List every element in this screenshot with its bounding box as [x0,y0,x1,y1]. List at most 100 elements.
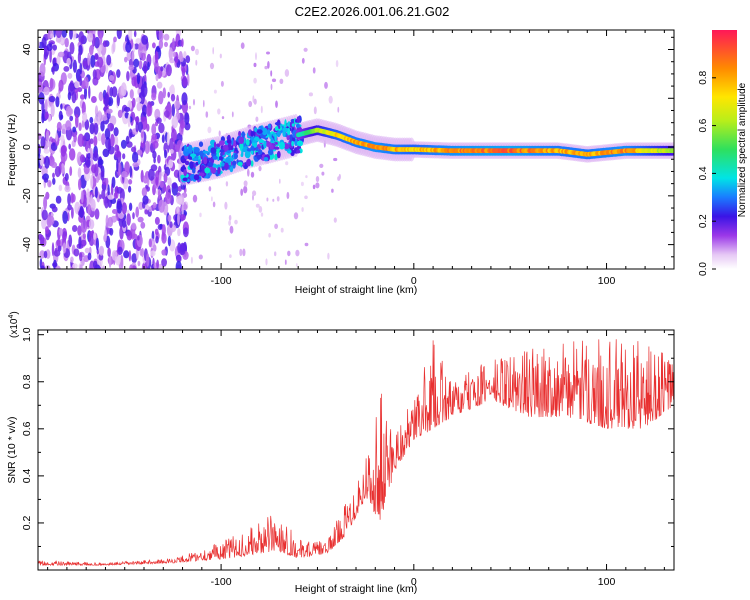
trace-blob [184,160,190,166]
trace-blob [238,130,242,138]
noise-blob [195,48,199,56]
noise-blob [104,228,107,242]
y-tick-label: 0.2 [21,515,33,530]
noise-blob [46,43,53,52]
noise-blob [286,191,290,200]
noise-blob [266,51,270,55]
noise-blob [94,208,100,220]
trace-blob [273,146,280,150]
noise-blob [106,108,113,114]
noise-blob [151,123,157,136]
noise-blob [60,145,67,157]
noise-blob [152,150,157,159]
snr-y-label: SNR (10 * v/v) [6,416,18,483]
noise-blob [132,212,135,220]
noise-blob [144,64,147,75]
trace-blob [267,149,274,156]
noise-blob [67,91,72,101]
spectrogram-marks [38,30,674,269]
noise-blob [324,81,328,89]
noise-blob [315,176,320,183]
noise-blob [79,75,82,87]
noise-blob [121,202,127,215]
colorbar-tick-label: 0.6 [698,118,709,132]
trace-blob [212,155,218,160]
noise-blob [300,181,304,187]
noise-blob [252,194,254,201]
y-tick-label: 1.0 [21,327,33,342]
noise-blob [224,201,228,210]
noise-blob [77,51,81,64]
noise-blob [135,206,139,218]
noise-blob [312,67,316,74]
noise-blob [152,140,159,149]
noise-blob [101,114,108,121]
noise-blob [335,60,339,68]
colorbar-gradient [712,30,737,269]
noise-blob [295,263,298,267]
noise-blob [116,30,122,40]
trace-blob [199,150,204,157]
noise-blob [78,236,82,249]
noise-blob [188,105,192,110]
noise-blob [67,72,73,79]
noise-blob [52,172,55,178]
noise-blob [131,146,136,153]
noise-blob [148,168,155,181]
noise-blob [274,223,278,229]
trace-blob [241,150,244,157]
noise-blob [240,188,244,196]
noise-blob [62,242,67,254]
noise-blob [168,47,173,61]
snr-axes: -100 0 100 0.2 0.4 0.6 0.8 1.0 [21,327,674,588]
noise-blob [73,248,80,257]
noise-blob [160,66,164,72]
noise-blob [109,227,114,236]
noise-blob [89,230,95,237]
trace-blob [207,162,213,168]
noise-blob [158,30,164,43]
trace-blob [279,141,285,150]
trace-blob [232,160,237,166]
noise-blob [190,45,195,52]
noise-blob [131,76,137,87]
noise-blob [218,130,221,137]
noise-blob [52,65,55,75]
snr-multiplier-exp: 4 [8,315,15,319]
noise-blob [275,100,278,108]
noise-blob [212,201,216,208]
noise-blob [152,244,157,252]
noise-blob [87,32,94,43]
noise-blob [155,235,159,244]
noise-blob [192,194,198,203]
trace-blob [210,147,217,154]
y-tick-label: -20 [21,188,33,203]
noise-blob [69,166,73,177]
trace-blob [238,136,245,144]
noise-blob [87,52,90,66]
trace-blob [218,156,223,161]
noise-blob [110,133,115,147]
noise-blob [148,206,152,213]
noise-blob [258,206,263,213]
noise-blob [70,256,74,263]
noise-blob [49,77,54,89]
x-tick-label: 100 [598,576,616,588]
noise-blob [38,144,41,151]
noise-blob [308,92,313,97]
trace-blob [245,139,250,146]
noise-blob [72,126,77,133]
noise-blob [74,106,81,118]
noise-blob [94,53,99,60]
noise-blob [168,159,174,169]
noise-blob [229,225,234,234]
trace-blob [291,137,296,142]
trace-blob [219,140,225,146]
noise-blob [171,182,178,189]
noise-blob [53,30,56,38]
noise-blob [131,222,137,230]
noise-blob [99,194,102,200]
noise-blob [146,253,150,267]
noise-blob [268,233,271,238]
noise-blob [43,177,49,183]
